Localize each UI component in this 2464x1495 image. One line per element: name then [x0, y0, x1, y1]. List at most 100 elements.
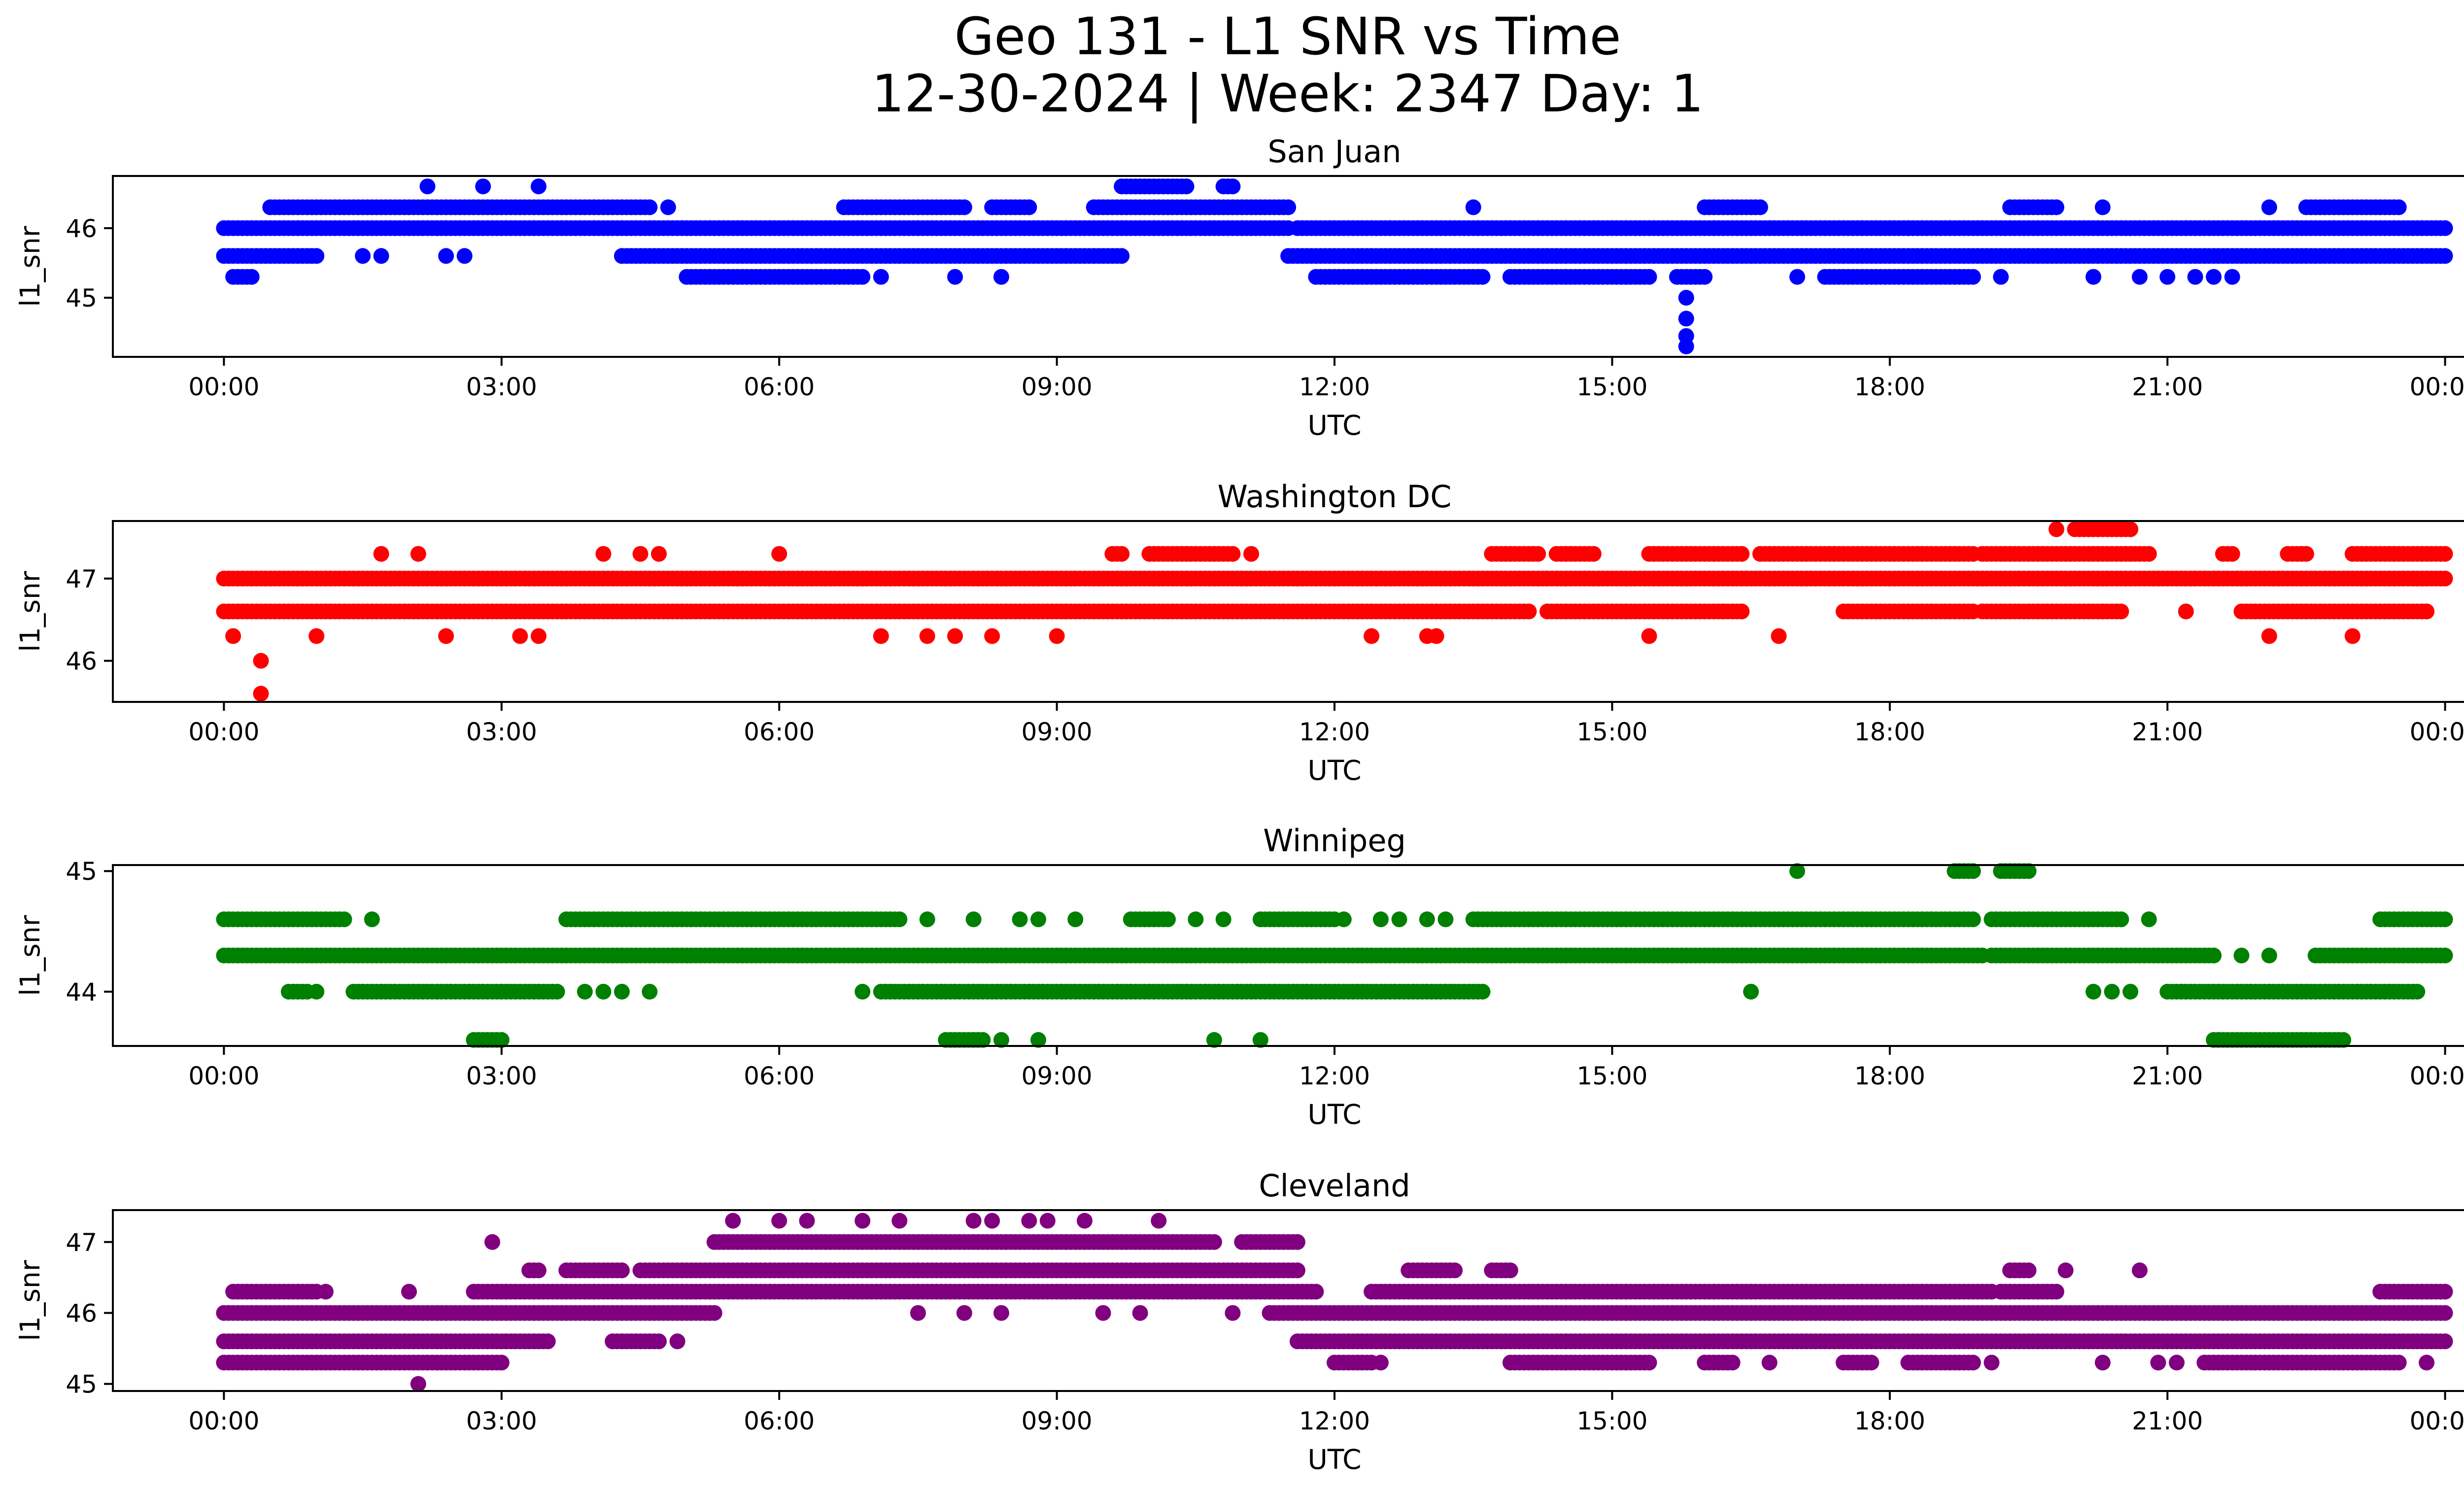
data-point [771, 546, 787, 562]
data-point [1049, 628, 1065, 644]
data-point [1335, 911, 1352, 928]
data-point [2437, 546, 2453, 562]
data-point [2178, 603, 2194, 620]
data-point [1752, 199, 1768, 215]
x-tick-label: 09:00 [1022, 1062, 1093, 1090]
data-point [1114, 248, 1130, 264]
data-point [577, 983, 593, 1000]
data-point [1428, 628, 1444, 644]
data-point [651, 1333, 667, 1350]
subplot-title: Winnipeg [1263, 823, 1406, 859]
figure-title-line2: 12-30-2024 | Week: 2347 Day: 1 [872, 64, 1704, 124]
data-point [2113, 603, 2129, 620]
x-tick-label: 12:00 [1299, 1062, 1370, 1090]
data-point [2437, 1333, 2453, 1350]
data-point [2391, 1355, 2407, 1371]
data-point [2048, 1284, 2064, 1300]
data-point [1178, 178, 1195, 195]
x-tick-label: 18:00 [1854, 718, 1925, 746]
data-point [373, 248, 389, 264]
y-axis-label: l1_snr [14, 226, 46, 307]
data-point [1965, 1355, 1981, 1371]
x-tick-label: 15:00 [1576, 373, 1647, 401]
x-tick-label: 12:00 [1299, 718, 1370, 746]
x-tick-label: 00:00 [188, 718, 259, 746]
data-point [947, 269, 963, 285]
data-points [216, 178, 2453, 354]
data-point [993, 269, 1009, 285]
data-point [1474, 983, 1491, 1000]
x-tick-label: 21:00 [2132, 1062, 2203, 1090]
data-point [1863, 1355, 1880, 1371]
data-point [1021, 199, 1037, 215]
data-point [2141, 546, 2157, 562]
data-point [225, 628, 241, 644]
data-point [1160, 911, 1176, 928]
data-point [965, 911, 982, 928]
data-point [2437, 1305, 2453, 1321]
x-axis-label: UTC [1307, 410, 1361, 441]
data-point [1188, 911, 1204, 928]
data-point [1641, 1355, 1657, 1371]
x-axis-label: UTC [1307, 1099, 1361, 1130]
data-point [1243, 546, 1259, 562]
x-tick-label: 09:00 [1022, 373, 1093, 401]
data-point [2233, 947, 2250, 964]
x-axis-label: UTC [1307, 755, 1361, 786]
x-tick-label: 00:00 [188, 1062, 259, 1090]
data-point [1900, 220, 1916, 236]
y-tick-label: 46 [66, 214, 97, 243]
data-point [1789, 269, 1805, 285]
x-tick-label: 21:00 [2132, 373, 2203, 401]
data-point [364, 911, 380, 928]
data-point [1372, 911, 1389, 928]
x-tick-label: 00:00 [2410, 373, 2464, 401]
data-point [2048, 199, 2064, 215]
data-point [1474, 269, 1491, 285]
data-point [1965, 911, 1981, 928]
data-point [1965, 269, 1981, 285]
data-point [253, 653, 269, 669]
data-point [919, 911, 935, 928]
y-axis-label: l1_snr [14, 915, 46, 996]
data-point [2206, 269, 2222, 285]
data-point [706, 1305, 722, 1321]
data-point [2224, 269, 2240, 285]
data-point [2261, 628, 2277, 644]
x-tick-label: 00:00 [188, 373, 259, 401]
data-point [419, 178, 436, 195]
data-point [2206, 947, 2222, 964]
data-point [530, 178, 547, 195]
data-point [2094, 199, 2111, 215]
subplot-title: Cleveland [1259, 1168, 1410, 1204]
figure-title-line1: Geo 131 - L1 SNR vs Time [954, 6, 1621, 67]
data-point [1678, 338, 1694, 354]
x-tick-label: 15:00 [1576, 718, 1647, 746]
data-point [1715, 603, 1731, 620]
x-axis-ticks: 00:00 03:00 06:00 09:00 12:00 15:00 18:00 21:00… [188, 357, 2464, 401]
data-point [651, 546, 667, 562]
data-point [243, 269, 260, 285]
data-point [2437, 248, 2453, 264]
data-point [530, 1262, 547, 1279]
data-point [1743, 983, 1759, 1000]
data-point [919, 628, 935, 644]
data-point [1678, 311, 1694, 327]
data-point [632, 546, 649, 562]
data-point [595, 983, 612, 1000]
data-point [595, 546, 612, 562]
data-point [873, 628, 889, 644]
data-point [1030, 911, 1046, 928]
data-point [614, 1262, 630, 1279]
data-point [1289, 1262, 1305, 1279]
y-tick-label: 44 [66, 978, 97, 1007]
data-point [2187, 269, 2203, 285]
data-point [855, 269, 871, 285]
data-point [1641, 628, 1657, 644]
data-point [1114, 546, 1130, 562]
y-axis-label: l1_snr [14, 571, 46, 652]
data-point [475, 178, 491, 195]
